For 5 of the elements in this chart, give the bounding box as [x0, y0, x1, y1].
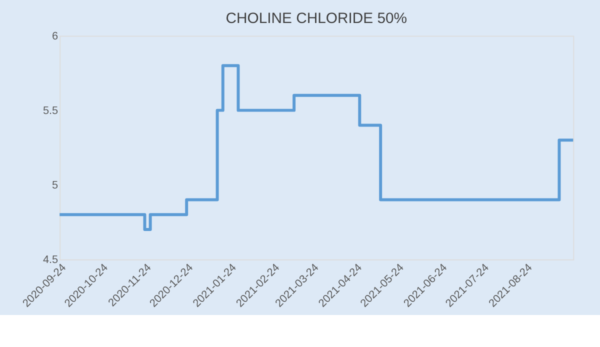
chart-title: CHOLINE CHLORIDE 50%	[226, 10, 407, 27]
y-tick-label: 6	[52, 30, 58, 42]
y-tick-label: 5	[52, 179, 58, 192]
y-tick-label: 5.5	[42, 104, 58, 117]
y-tick-label: 4.5	[42, 254, 58, 266]
